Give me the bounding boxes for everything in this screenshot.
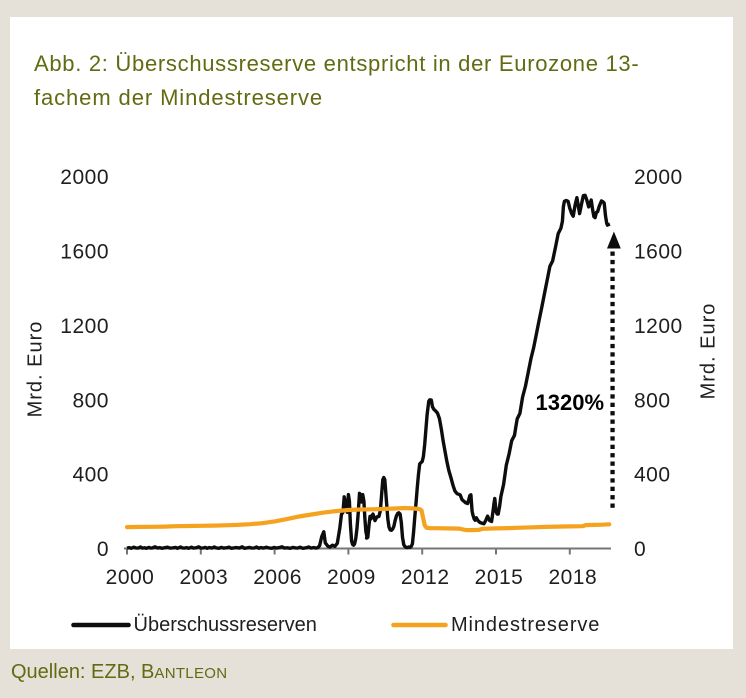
svg-text:800: 800: [72, 389, 109, 412]
svg-text:1600: 1600: [634, 241, 683, 264]
svg-text:2000: 2000: [60, 166, 109, 189]
svg-text:400: 400: [634, 464, 671, 487]
svg-text:1320%: 1320%: [536, 390, 605, 415]
svg-text:400: 400: [72, 464, 109, 487]
svg-text:2006: 2006: [253, 566, 302, 589]
svg-text:2012: 2012: [401, 566, 450, 589]
svg-text:2018: 2018: [548, 566, 597, 589]
svg-text:2015: 2015: [475, 566, 524, 589]
svg-text:Mrd. Euro: Mrd. Euro: [698, 303, 720, 400]
svg-text:800: 800: [634, 389, 671, 412]
svg-text:Mrd. Euro: Mrd. Euro: [25, 321, 47, 418]
svg-text:2000: 2000: [106, 566, 155, 589]
svg-text:2000: 2000: [634, 166, 683, 189]
svg-text:2003: 2003: [179, 566, 228, 589]
svg-text:2009: 2009: [327, 566, 376, 589]
svg-text:Überschussreserven: Überschussreserven: [134, 614, 317, 636]
svg-text:0: 0: [97, 538, 109, 561]
svg-text:1200: 1200: [60, 315, 109, 338]
svg-text:1600: 1600: [60, 241, 109, 264]
svg-text:1200: 1200: [634, 315, 683, 338]
svg-text:Mindestreserve: Mindestreserve: [451, 614, 600, 636]
svg-text:0: 0: [634, 538, 646, 561]
